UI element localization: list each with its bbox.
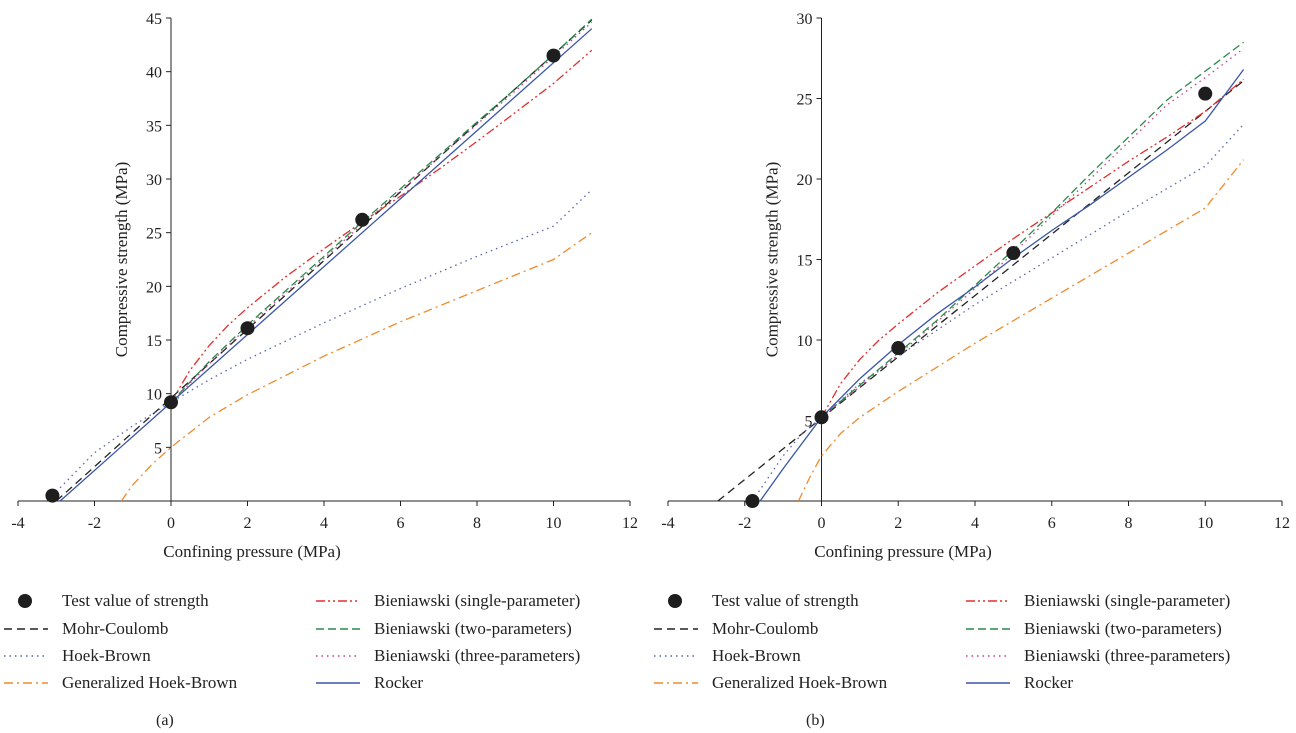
- x-tick-label-b: -2: [738, 515, 751, 532]
- legend-swatch: [966, 655, 1010, 657]
- x-axis-label-a: Confining pressure (MPa): [163, 542, 341, 561]
- test-point-b: [1006, 246, 1021, 261]
- x-tick-label-a: 10: [546, 515, 562, 532]
- legend-swatch: [966, 600, 1010, 602]
- y-tick-label-a: 30: [146, 172, 162, 189]
- legend-label: Mohr-Coulomb: [62, 619, 169, 638]
- series-generalized-hoek-brown-a: [120, 232, 593, 502]
- y-tick-label-a: 10: [146, 387, 162, 404]
- x-tick-label-a: 2: [244, 515, 252, 532]
- y-tick-label-a: 35: [146, 118, 162, 135]
- legend-swatch: [654, 682, 698, 684]
- series-bieniawski-two-parameters-b: [821, 41, 1244, 418]
- x-tick-label-b: 12: [1274, 515, 1290, 532]
- legend-label: Hoek-Brown: [712, 646, 801, 665]
- y-axis-label-b: Compressive strength (MPa): [763, 162, 782, 357]
- series-rocker-b: [759, 69, 1245, 502]
- x-tick-label-b: 6: [1048, 515, 1056, 532]
- test-point-a: [164, 395, 178, 410]
- y-tick-label-a: 25: [146, 226, 162, 243]
- x-tick-label-a: 6: [397, 515, 405, 532]
- legend-label: Bieniawski (single-parameter): [374, 591, 581, 610]
- legend-swatch: [4, 655, 48, 657]
- series-bieniawski-two-parameters-a: [170, 18, 593, 403]
- y-tick-label-b: 10: [797, 333, 813, 350]
- legend-label: Generalized Hoek-Brown: [712, 673, 888, 692]
- x-tick-label-a: 0: [167, 515, 175, 532]
- legend-label: Mohr-Coulomb: [712, 619, 819, 638]
- legend-swatch: [4, 628, 48, 630]
- legend-swatch: [668, 594, 682, 608]
- series-mohr-coulomb-b: [717, 80, 1245, 502]
- legend-label: Test value of strength: [712, 591, 859, 610]
- legend-label: Hoek-Brown: [62, 646, 151, 665]
- x-tick-label-b: 8: [1125, 515, 1133, 532]
- legend-label: Bieniawski (two-parameters): [1024, 619, 1222, 638]
- y-tick-label-b: 15: [797, 253, 813, 270]
- test-point-b: [745, 494, 760, 508]
- chart-a: -4 -2 0 2 4 6 8 10 12 5 10 15 20 25 30 35 40 45 Confining …: [11, 11, 638, 561]
- test-point-b: [1198, 86, 1213, 101]
- legend-label: Bieniawski (single-parameter): [1024, 591, 1231, 610]
- legend-label: Test value of strength: [62, 591, 209, 610]
- y-tick-label-a: 20: [146, 279, 162, 296]
- x-tick-label-a: -4: [11, 515, 24, 532]
- legend-label: Rocker: [1024, 673, 1074, 692]
- legend-swatch: [4, 682, 48, 684]
- legend-swatch: [654, 628, 698, 630]
- series-hoek-brown-b: [751, 123, 1245, 502]
- series-bieniawski-single-parameter-b: [820, 78, 1245, 418]
- legend-swatch: [654, 655, 698, 657]
- legend-swatch: [966, 628, 1010, 630]
- legend-label: Bieniawski (three-parameters): [374, 646, 581, 665]
- series-bieniawski-single-parameter-a: [170, 49, 593, 403]
- test-point-a: [355, 212, 370, 227]
- test-point-b: [891, 341, 906, 356]
- legend-label: Rocker: [374, 673, 424, 692]
- x-tick-label-a: -2: [88, 515, 101, 532]
- legend-label: Bieniawski (three-parameters): [1024, 646, 1231, 665]
- x-tick-label-b: 2: [894, 515, 902, 532]
- x-tick-label-b: 0: [818, 515, 826, 532]
- y-tick-label-a: 15: [146, 333, 162, 350]
- legend-swatch: [316, 682, 360, 684]
- panel-label-a: (a): [156, 712, 174, 729]
- x-tick-label-b: 4: [971, 515, 979, 532]
- x-tick-label-b: -4: [661, 515, 674, 532]
- y-tick-label-a: 40: [146, 65, 162, 82]
- y-tick-label-b: 25: [797, 92, 813, 109]
- y-tick-label-b: 5: [805, 414, 813, 431]
- x-tick-label-b: 10: [1197, 515, 1213, 532]
- legend-swatch: [966, 682, 1010, 684]
- y-tick-label-b: 20: [797, 172, 813, 189]
- legend-label: Bieniawski (two-parameters): [374, 619, 572, 638]
- test-point-b: [814, 410, 829, 425]
- test-point-a: [546, 48, 561, 63]
- series-bieniawski-three-parameters-b: [821, 48, 1244, 418]
- series-rocker-a: [59, 28, 593, 502]
- x-tick-label-a: 8: [473, 515, 481, 532]
- panel-label-b: (b): [806, 712, 825, 729]
- series-generalized-hoek-brown-b: [797, 159, 1245, 502]
- x-axis-label-b: Confining pressure (MPa): [814, 542, 992, 561]
- test-point-a: [45, 488, 60, 503]
- legend-swatch: [316, 628, 360, 630]
- y-axis-label-a: Compressive strength (MPa): [112, 162, 131, 357]
- y-tick-label-a: 5: [154, 440, 162, 457]
- x-tick-label-a: 4: [320, 515, 328, 532]
- series-hoek-brown-a: [51, 189, 593, 497]
- legend-swatch: [316, 600, 360, 602]
- legend-swatch: [18, 594, 32, 608]
- y-tick-label-a: 45: [146, 11, 162, 28]
- y-tick-label-b: 30: [797, 11, 813, 28]
- series-bieniawski-three-parameters-a: [170, 21, 593, 403]
- test-point-a: [240, 321, 255, 336]
- x-tick-label-a: 12: [622, 515, 638, 532]
- legend-label: Generalized Hoek-Brown: [62, 673, 238, 692]
- chart-b: -4 -2 0 2 4 6 8 10 12 5 10 15 20 25 30 Confining pressu…: [661, 11, 1290, 561]
- legend-swatch: [316, 655, 360, 657]
